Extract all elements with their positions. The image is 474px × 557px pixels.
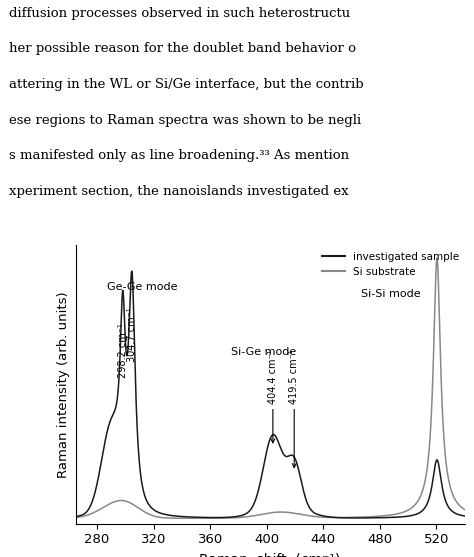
X-axis label: Raman  shift  (cm⁻¹): Raman shift (cm⁻¹) [200,553,341,557]
Text: Si-Ge mode: Si-Ge mode [231,347,296,357]
Text: Si-Si mode: Si-Si mode [361,289,421,299]
Text: ese regions to Raman spectra was shown to be negli: ese regions to Raman spectra was shown t… [9,114,362,126]
Text: 419.5 cm⁻¹: 419.5 cm⁻¹ [289,349,299,467]
Text: 304.7 cm⁻¹: 304.7 cm⁻¹ [127,307,137,362]
Text: Ge-Ge mode: Ge-Ge mode [107,281,177,291]
Text: 298.2 cm⁻¹: 298.2 cm⁻¹ [118,323,128,378]
Legend: investigated sample, Si substrate: investigated sample, Si substrate [318,247,463,281]
Y-axis label: Raman intensity (arb. units): Raman intensity (arb. units) [57,291,70,478]
Text: diffusion processes observed in such heterostructu: diffusion processes observed in such het… [9,7,351,19]
Text: attering in the WL or Si/Ge interface, but the contrib: attering in the WL or Si/Ge interface, b… [9,78,364,91]
Text: s manifested only as line broadening.³³ As mention: s manifested only as line broadening.³³ … [9,149,350,162]
Text: 404.4 cm⁻¹: 404.4 cm⁻¹ [268,349,278,443]
Text: xperiment section, the nanoislands investigated ex: xperiment section, the nanoislands inves… [9,185,349,198]
Text: her possible reason for the doublet band behavior o: her possible reason for the doublet band… [9,42,356,55]
